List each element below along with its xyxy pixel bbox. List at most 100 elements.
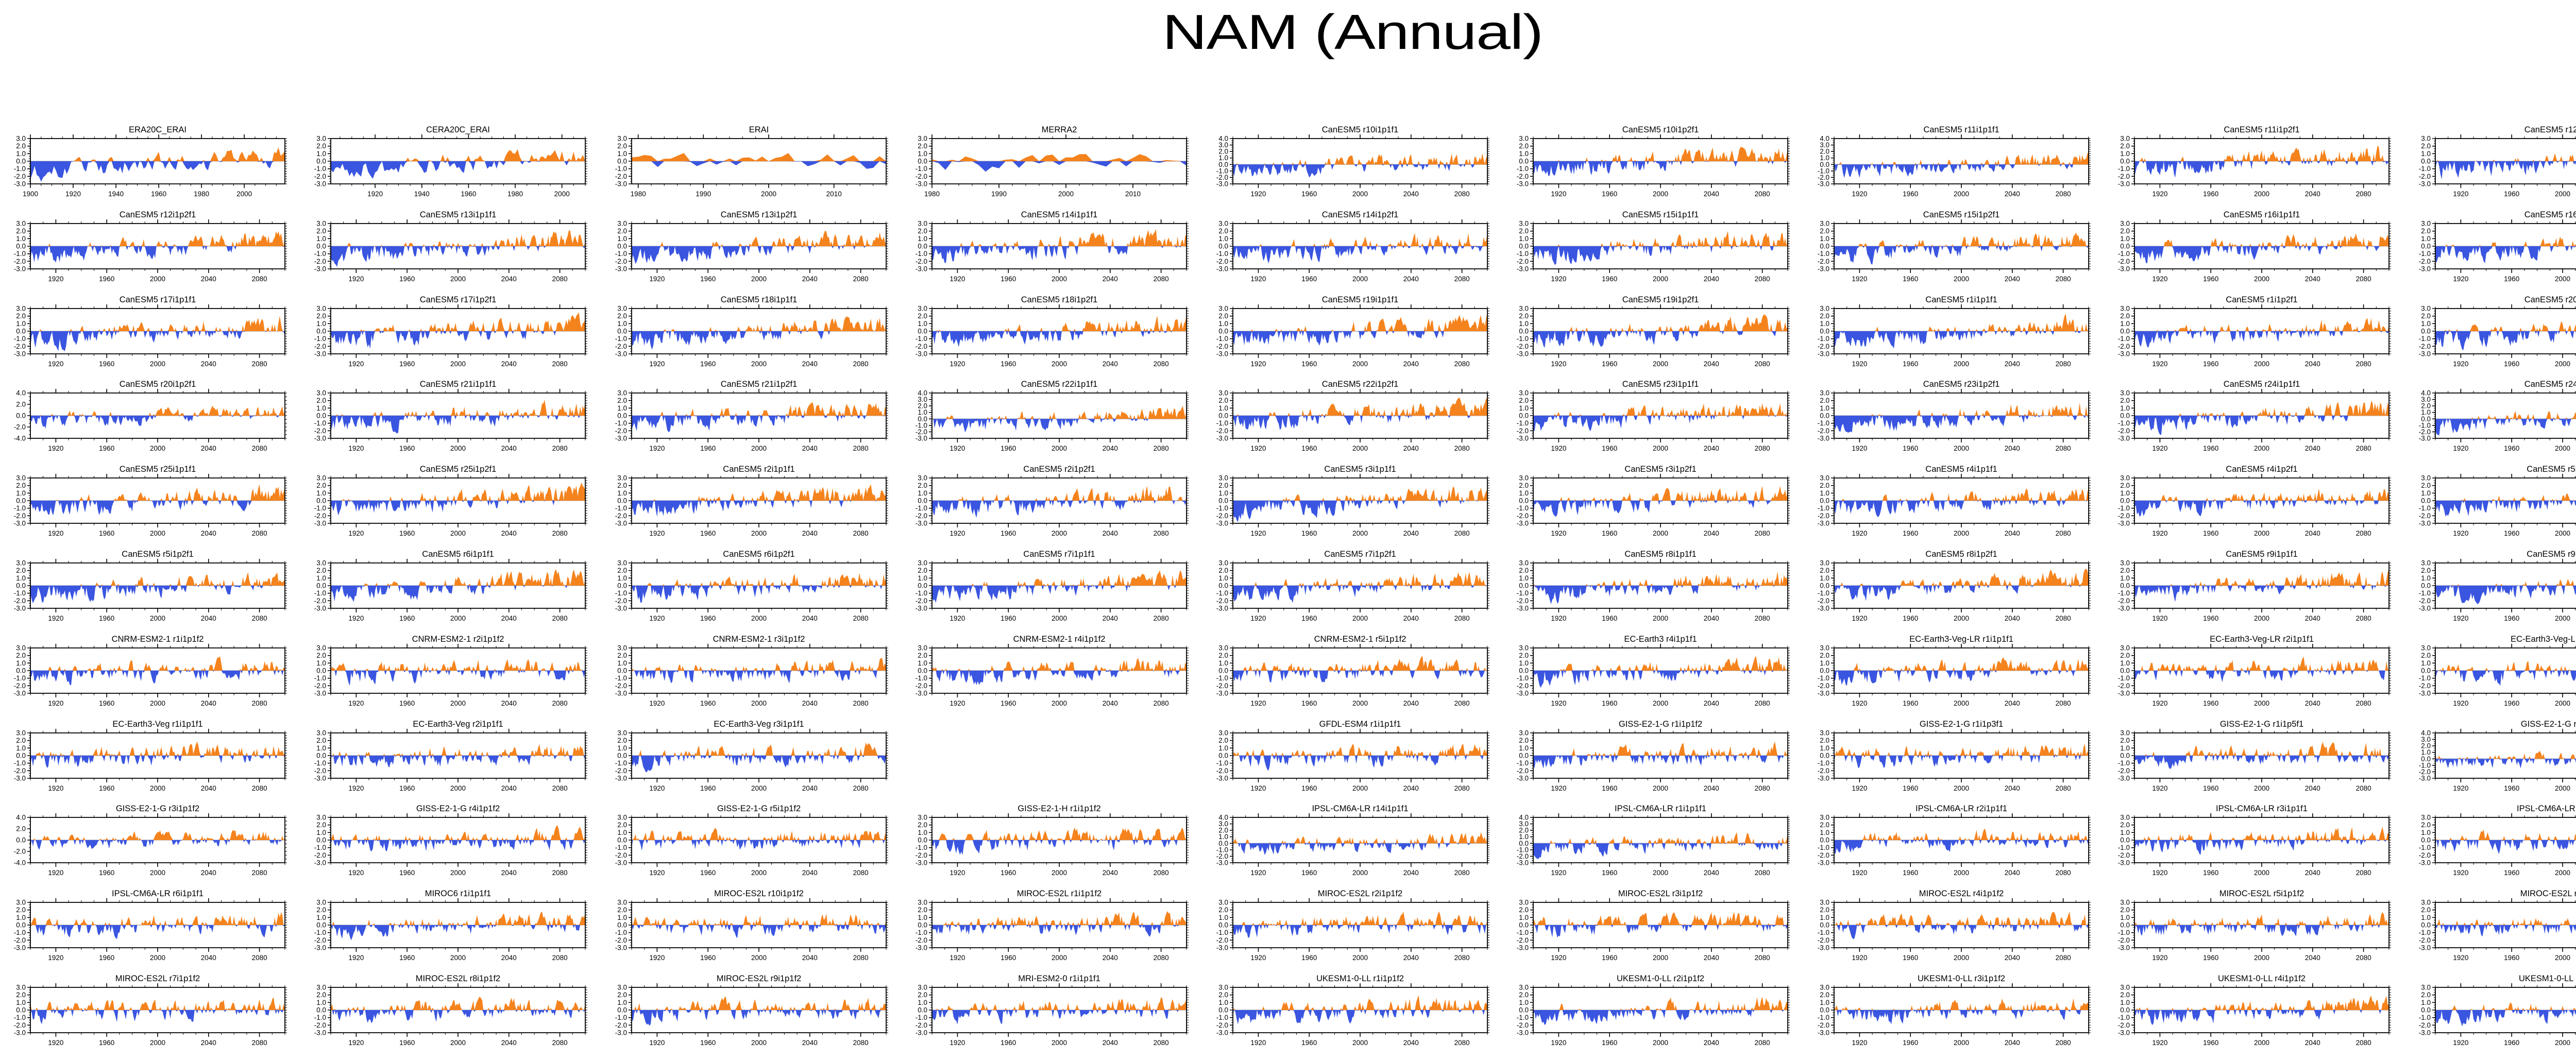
y-tick-label: 1.0 [16, 574, 26, 582]
timeseries-panel-svg: EC-Earth3-Veg-LR r3i1p1f1-3.0-2.0-1.00.0… [2405, 633, 2576, 718]
y-tick-label: 1.0 [918, 914, 928, 921]
timeseries-panel-svg: MIROC-ES2L r1i1p1f2-3.0-2.0-1.00.01.02.0… [902, 887, 1202, 972]
panel-title: MIROC-ES2L r6i1p1f2 [2520, 889, 2576, 898]
timeseries-panel-svg: CanESM5 r15i1p1f1-3.0-2.0-1.00.01.02.03.… [1503, 209, 1803, 294]
x-tick-label: 2000 [1954, 869, 1969, 877]
y-tick-label: 3.0 [617, 729, 627, 737]
x-tick-label: 1920 [1250, 869, 1266, 877]
x-tick-label: 1920 [950, 275, 965, 283]
y-tick-label: -2.0 [314, 851, 326, 859]
y-tick-label: -2.0 [2118, 851, 2130, 859]
y-tick-label: 0.0 [1519, 412, 1529, 420]
y-tick-label: -1.0 [916, 1014, 927, 1021]
page-title: NAM (Annual) [1162, 4, 1543, 61]
x-tick-label: 2040 [1403, 699, 1419, 707]
x-tick-label: 2040 [2004, 444, 2020, 452]
negative-anomaly-area [2435, 501, 2576, 517]
x-tick-label: 2040 [201, 360, 216, 368]
positive-anomaly-area [331, 659, 585, 671]
y-tick-label: 0.0 [2421, 497, 2431, 505]
y-tick-label: 0.0 [2421, 1006, 2431, 1014]
negative-anomaly-area [932, 586, 1187, 603]
y-tick-label: 3.0 [2421, 304, 2431, 312]
y-tick-label: -3.0 [1517, 265, 1529, 272]
y-tick-label: -3.0 [1216, 1029, 1228, 1036]
y-tick-label: 0.0 [918, 836, 928, 844]
panel-title: EC-Earth3 r4i1p1f1 [1624, 635, 1697, 644]
positive-anomaly-area [331, 997, 585, 1010]
y-tick-label: -1.0 [1817, 335, 1829, 343]
x-tick-label: 1960 [700, 699, 716, 707]
x-tick-label: 1920 [1250, 784, 1266, 792]
y-tick-label: 2.0 [1218, 397, 1228, 405]
x-tick-label: 2080 [853, 614, 868, 622]
y-tick-label: -2.0 [1517, 766, 1529, 774]
y-tick-label: 3.0 [1218, 559, 1228, 567]
x-tick-label: 1960 [1301, 869, 1317, 877]
y-tick-label: -3.0 [314, 944, 326, 952]
y-tick-label: 1.0 [2421, 659, 2431, 667]
x-tick-label: 1920 [1250, 954, 1266, 962]
panel-title: GISS-E2-1-G r3i1p1f2 [116, 804, 199, 813]
x-tick-label: 2040 [2004, 954, 2020, 962]
x-tick-label: 1980 [631, 190, 646, 198]
panel-title: MIROC-ES2L r5i1p1f2 [2219, 889, 2304, 898]
y-tick-label: 1.0 [1218, 319, 1228, 327]
x-tick-label: 2000 [150, 529, 165, 537]
x-tick-label: 2040 [1403, 529, 1419, 537]
y-tick-label: 1.0 [918, 319, 928, 327]
x-tick-label: 1960 [1903, 360, 1918, 368]
x-tick-label: 1920 [1551, 529, 1567, 537]
x-tick-label: 2080 [252, 1039, 267, 1047]
x-tick-label: 2000 [2254, 275, 2269, 283]
panel-title: CNRM-ESM2-1 r3i1p1f2 [713, 635, 805, 644]
x-tick-label: 1920 [349, 699, 364, 707]
x-tick-label: 1960 [400, 614, 415, 622]
y-tick-label: -1.0 [14, 589, 26, 597]
y-tick-label: 2.0 [617, 906, 627, 914]
panel-title: UKESM1-0-LL r4i1p1f2 [2218, 974, 2306, 983]
y-tick-label: 0.0 [617, 242, 627, 250]
negative-anomaly-area [30, 840, 285, 850]
timeseries-panel-svg: MIROC6 r1i1p1f1-3.0-2.0-1.00.01.02.03.01… [300, 887, 601, 972]
y-tick-label: 1.0 [317, 744, 327, 751]
negative-anomaly-area [1834, 671, 2089, 686]
y-tick-label: 0.0 [16, 751, 26, 759]
panel-title: CanESM5 r14i1p2f1 [1321, 210, 1398, 219]
y-tick-label: -3.0 [916, 180, 927, 188]
x-tick-label: 2040 [1103, 275, 1118, 283]
x-tick-label: 1960 [1001, 1039, 1016, 1047]
y-tick-label: -3.0 [1817, 604, 1829, 612]
y-tick-label: 3.0 [1218, 983, 1228, 991]
timeseries-panel-svg: EC-Earth3-Veg-LR r2i1p1f1-3.0-2.0-1.00.0… [2104, 633, 2404, 718]
x-tick-label: 2040 [1403, 444, 1419, 452]
y-tick-label: -2.0 [2418, 851, 2430, 859]
panel-title: CanESM5 r23i1p2f1 [1923, 380, 1999, 389]
y-tick-label: -3.0 [314, 180, 326, 188]
y-tick-label: 0.0 [317, 412, 327, 420]
y-tick-label: 1.0 [317, 914, 327, 921]
timeseries-panel-svg: CNRM-ESM2-1 r2i1p1f2-3.0-2.0-1.00.01.02.… [300, 633, 601, 718]
x-tick-label: 2000 [751, 275, 767, 283]
y-tick-label: 1.0 [317, 319, 327, 327]
y-tick-label: 3.0 [2421, 644, 2431, 652]
x-tick-label: 1960 [2504, 614, 2519, 622]
y-tick-label: -2.0 [314, 258, 326, 265]
y-tick-label: 2.0 [2421, 822, 2431, 829]
y-tick-label: 0.0 [2120, 158, 2130, 165]
negative-anomaly-area [1233, 925, 1487, 938]
timeseries-panel-svg: CanESM5 r16i1p1f1-3.0-2.0-1.00.01.02.03.… [2104, 209, 2404, 294]
x-tick-label: 1920 [1852, 1039, 1867, 1047]
y-tick-label: 2.0 [1519, 906, 1529, 914]
negative-anomaly-area [2134, 671, 2389, 682]
x-tick-label: 2000 [1653, 275, 1668, 283]
negative-anomaly-area [331, 246, 585, 267]
y-tick-label: 2.0 [617, 567, 627, 574]
x-tick-label: 1920 [950, 444, 965, 452]
